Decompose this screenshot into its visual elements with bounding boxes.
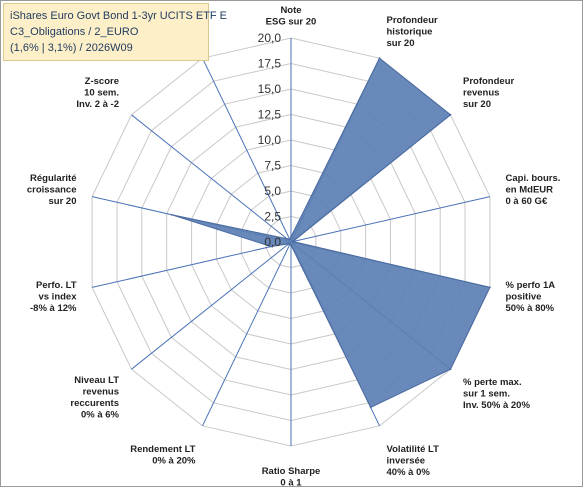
axis-label-line: 40% à 0% bbox=[387, 467, 431, 478]
series-point-1 bbox=[290, 236, 292, 238]
axis-label-line: Profondeur bbox=[387, 15, 438, 26]
axis-label-line: Profondeur bbox=[463, 76, 514, 87]
axis-label-line: Note bbox=[280, 5, 301, 16]
chart-title-line-2: C3_Obligations / 2_EURO bbox=[10, 26, 139, 38]
axis-label-9: Rendement LT 0% à 20% bbox=[130, 444, 196, 467]
axis-label-line: 0% à 20% bbox=[152, 456, 196, 467]
axis-label-11: Perfo. LT vs index -8% à 12% bbox=[30, 280, 77, 314]
series-point-6 bbox=[449, 368, 452, 371]
axis-label-line: 10 sem. bbox=[84, 88, 119, 99]
axis-label-line: Niveau LT bbox=[74, 375, 119, 386]
axis-label-7: Volatilité LT inversée 40% à 0% bbox=[387, 444, 440, 478]
series-point-12 bbox=[170, 213, 173, 216]
tick-label: 7,5 bbox=[264, 159, 281, 173]
axis-label-line: Perfo. LT bbox=[36, 280, 77, 291]
axis-label-line: Z-score bbox=[85, 76, 119, 87]
axis-label-line: Capi. bours. bbox=[506, 173, 561, 184]
tick-label: 0,0 bbox=[264, 235, 281, 249]
axis-label-line: Volatilité LT bbox=[387, 444, 440, 455]
tick-label: 15,0 bbox=[258, 82, 282, 96]
chart-title-line-1: iShares Euro Govt Bond 1-3yr UCITS ETF E bbox=[10, 10, 228, 22]
radar-series bbox=[170, 57, 491, 409]
axis-label-8: Ratio Sharpe 0 à 1 bbox=[262, 466, 321, 487]
chart-title-line-3: (1,6% | 3,1%) / 2026W09 bbox=[10, 42, 133, 54]
axis-label-line: -8% à 12% bbox=[30, 303, 77, 314]
tick-label: 17,5 bbox=[258, 57, 282, 71]
axis-label-line: 0 à 1 bbox=[280, 477, 302, 487]
axis-label-line: Ratio Sharpe bbox=[262, 466, 321, 477]
axis-spoke-11 bbox=[91, 241, 292, 288]
series-point-14 bbox=[288, 238, 291, 241]
axis-label-line: sur 1 sem. bbox=[463, 388, 510, 399]
axis-spoke-13 bbox=[131, 114, 292, 243]
axis-label-3: Profondeur revenus sur 20 bbox=[463, 76, 514, 110]
axis-label-line: % perte max. bbox=[463, 377, 522, 388]
axis-spoke-10 bbox=[131, 241, 292, 370]
axis-label-line: Rendement LT bbox=[130, 444, 195, 455]
series-point-5 bbox=[489, 286, 491, 289]
axis-label-line: revenus bbox=[463, 88, 499, 99]
axis-label-line: inversée bbox=[387, 456, 426, 467]
axis-label-line: sur 20 bbox=[387, 38, 415, 49]
axis-label-10: Niveau LT revenus reccurents 0% à 6% bbox=[70, 375, 119, 421]
axis-label-line: Inv. 2 à -2 bbox=[76, 99, 119, 110]
axis-label-2: Profondeur historique sur 20 bbox=[387, 15, 438, 49]
series-point-7 bbox=[369, 406, 372, 409]
radial-tick-labels: 0,0 2,5 5,0 7,5 10,0 12,5 15,0 17,5 20,0 bbox=[258, 31, 282, 249]
axis-spoke-14 bbox=[202, 57, 292, 243]
tick-label: 2,5 bbox=[264, 210, 281, 224]
axis-label-line: positive bbox=[506, 292, 542, 303]
axis-label-line: historique bbox=[387, 27, 433, 38]
series-point-13 bbox=[286, 237, 288, 240]
axis-label-line: % perfo 1A bbox=[506, 280, 556, 291]
axis-label-5: % perfo 1A positive 50% à 80% bbox=[506, 280, 556, 314]
axis-spoke-4 bbox=[290, 196, 491, 243]
axis-label-6: % perte max. sur 1 sem. Inv. 50% à 20% bbox=[463, 377, 530, 411]
axis-spoke-9 bbox=[202, 241, 292, 427]
series-point-10 bbox=[287, 243, 290, 245]
chart-title-box: iShares Euro Govt Bond 1-3yr UCITS ETF E… bbox=[3, 3, 228, 61]
tick-label: 5,0 bbox=[264, 184, 281, 198]
series-point-4 bbox=[292, 240, 294, 243]
tick-label: 12,5 bbox=[258, 108, 282, 122]
axis-label-line: sur 20 bbox=[463, 99, 491, 110]
axis-label-line: 0% à 6% bbox=[81, 409, 120, 420]
series-point-11 bbox=[270, 245, 272, 248]
axis-label-line: 0 à 60 G€ bbox=[506, 196, 548, 207]
axis-label-line: vs index bbox=[38, 292, 77, 303]
axis-label-line: croissance bbox=[27, 184, 77, 195]
axis-label-line: sur 20 bbox=[49, 196, 77, 207]
axis-label-12: Régularité croissance sur 20 bbox=[27, 173, 77, 207]
axis-label-1: Note ESG sur 20 bbox=[266, 5, 317, 28]
axis-label-line: en MdEUR bbox=[506, 184, 554, 195]
axis-label-line: reccurents bbox=[70, 398, 119, 409]
series-point-2 bbox=[378, 57, 381, 60]
axis-label-4: Capi. bours. en MdEUR 0 à 60 G€ bbox=[506, 173, 561, 207]
axis-label-line: Régularité bbox=[30, 173, 76, 184]
axis-label-line: ESG sur 20 bbox=[266, 16, 317, 27]
axis-label-line: Inv. 50% à 20% bbox=[463, 400, 530, 411]
axis-label-line: revenus bbox=[83, 386, 119, 397]
series-point-3 bbox=[449, 113, 452, 116]
axis-label-line: 50% à 80% bbox=[506, 303, 555, 314]
tick-label: 10,0 bbox=[258, 133, 282, 147]
tick-label: 20,0 bbox=[258, 31, 282, 45]
axis-label-13: Z-score 10 sem. Inv. 2 à -2 bbox=[76, 76, 119, 110]
